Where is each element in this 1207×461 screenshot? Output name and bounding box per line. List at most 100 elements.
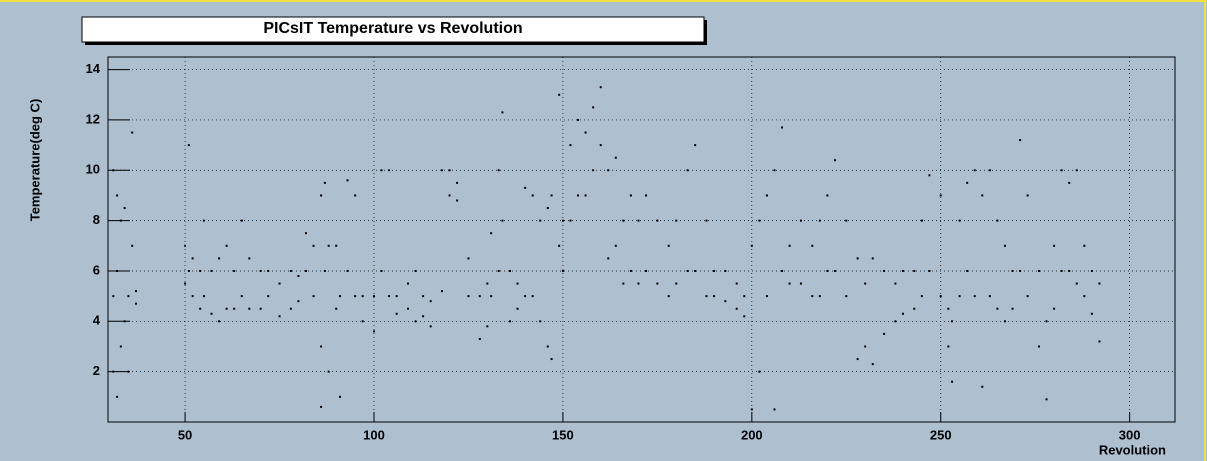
point (845, 219, 848, 222)
point (210, 312, 213, 315)
point (645, 269, 648, 272)
point (966, 181, 969, 184)
y-tick-label: 4 (93, 313, 101, 328)
point (1019, 139, 1022, 142)
point (199, 269, 202, 272)
point (509, 320, 512, 323)
point (1011, 269, 1014, 272)
point (758, 219, 761, 222)
point (490, 295, 493, 298)
point (456, 181, 459, 184)
point (127, 295, 130, 298)
chart-title: PICsIT Temperature vs Revolution (263, 20, 522, 37)
point (1037, 269, 1040, 272)
point (448, 194, 451, 197)
point (561, 269, 564, 272)
point (539, 320, 542, 323)
point (191, 295, 194, 298)
point (973, 295, 976, 298)
point (713, 295, 716, 298)
point (629, 194, 632, 197)
point (116, 269, 119, 272)
point (864, 345, 867, 348)
point (134, 302, 137, 305)
x-tick-label: 250 (930, 427, 952, 442)
point (123, 320, 126, 323)
point (629, 269, 632, 272)
point (713, 269, 716, 272)
point (516, 307, 519, 310)
point (637, 219, 640, 222)
point (210, 269, 213, 272)
point (818, 219, 821, 222)
point (1083, 295, 1086, 298)
y-tick-label: 10 (86, 162, 100, 177)
point (1003, 244, 1006, 247)
point (614, 156, 617, 159)
point (577, 118, 580, 121)
point (1003, 320, 1006, 323)
point (981, 194, 984, 197)
point (951, 380, 954, 383)
point (531, 194, 534, 197)
point (584, 131, 587, 134)
point (622, 219, 625, 222)
point (267, 269, 270, 272)
point (750, 244, 753, 247)
point (225, 307, 228, 310)
point (490, 232, 493, 235)
point (335, 307, 338, 310)
point (558, 244, 561, 247)
point (448, 169, 451, 172)
point (883, 332, 886, 335)
point (297, 300, 300, 303)
x-tick-label: 50 (178, 427, 192, 442)
point (973, 169, 976, 172)
point (202, 295, 205, 298)
point (380, 169, 383, 172)
point (1068, 269, 1071, 272)
point (441, 169, 444, 172)
point (592, 106, 595, 109)
point (1053, 244, 1056, 247)
point (184, 282, 187, 285)
point (327, 244, 330, 247)
y-axis-label: Temperature(deg C) (27, 99, 42, 222)
point (501, 111, 504, 114)
point (123, 207, 126, 210)
point (694, 144, 697, 147)
point (811, 244, 814, 247)
point (920, 219, 923, 222)
point (406, 282, 409, 285)
point (856, 257, 859, 260)
point (818, 295, 821, 298)
point (289, 269, 292, 272)
point (191, 257, 194, 260)
point (607, 257, 610, 260)
point (312, 295, 315, 298)
point (478, 295, 481, 298)
point (395, 295, 398, 298)
point (826, 194, 829, 197)
y-tick-label: 14 (86, 61, 101, 76)
point (894, 320, 897, 323)
point (928, 174, 931, 177)
point (225, 244, 228, 247)
point (939, 295, 942, 298)
point (524, 295, 527, 298)
point (871, 257, 874, 260)
point (1098, 282, 1101, 285)
point (765, 295, 768, 298)
point (607, 169, 610, 172)
point (429, 325, 432, 328)
point (112, 295, 115, 298)
point (546, 207, 549, 210)
point (116, 194, 119, 197)
point (550, 194, 553, 197)
y-tick-label: 6 (93, 262, 100, 277)
point (592, 169, 595, 172)
point (497, 269, 500, 272)
point (354, 194, 357, 197)
point (127, 370, 130, 373)
point (259, 307, 262, 310)
